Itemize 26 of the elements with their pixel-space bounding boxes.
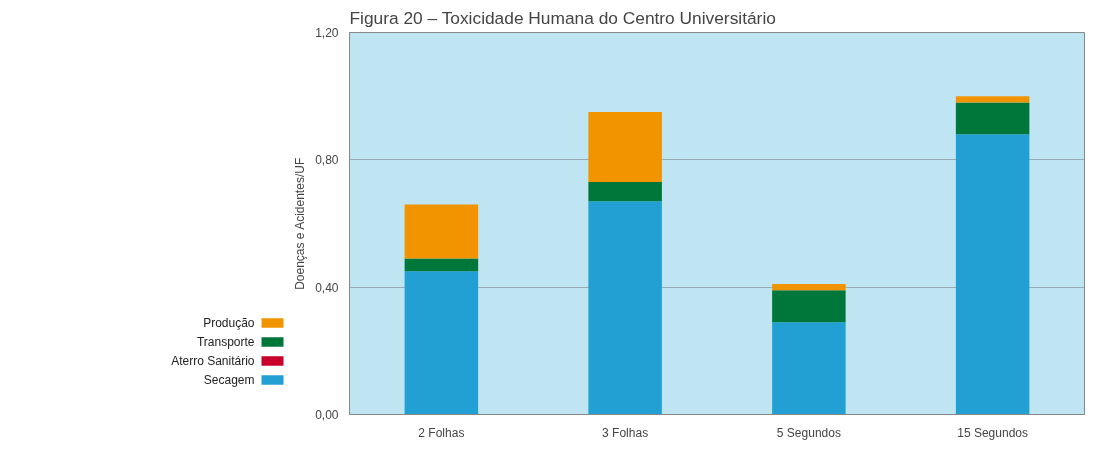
legend-label: Secagem: [203, 372, 255, 387]
bar: [955, 102, 1030, 135]
y-axis-title: Doenças e Acidentes/UF: [293, 157, 308, 290]
x-tick-label: 15 Segundos: [957, 425, 1028, 440]
bar: [404, 271, 479, 415]
x-tick-label: 5 Segundos: [776, 425, 841, 440]
bar: [588, 112, 662, 183]
bar: [772, 290, 846, 323]
bar: [955, 134, 1030, 415]
x-tick-label: 3 Folhas: [602, 425, 649, 440]
y-tick-label: 0,40: [315, 280, 339, 295]
chart-title: Figura 20 – Toxicidade Humana do Centro Universitário: [349, 7, 776, 28]
bar: [588, 201, 662, 415]
bar: [588, 182, 662, 202]
legend-label: Produção: [203, 315, 255, 330]
bar: [772, 322, 846, 415]
x-tick-label: 2 Folhas: [418, 425, 465, 440]
bar: [404, 258, 479, 272]
bar: [772, 283, 846, 291]
bar: [955, 96, 1030, 103]
y-tick-label: 0,00: [315, 408, 339, 422]
legend-label: Transporte: [196, 334, 255, 349]
bar: [404, 204, 479, 259]
y-tick-label: 1,20: [315, 26, 339, 40]
legend-label: Aterro Sanitário: [171, 353, 255, 368]
y-tick-label: 0,80: [315, 153, 339, 168]
